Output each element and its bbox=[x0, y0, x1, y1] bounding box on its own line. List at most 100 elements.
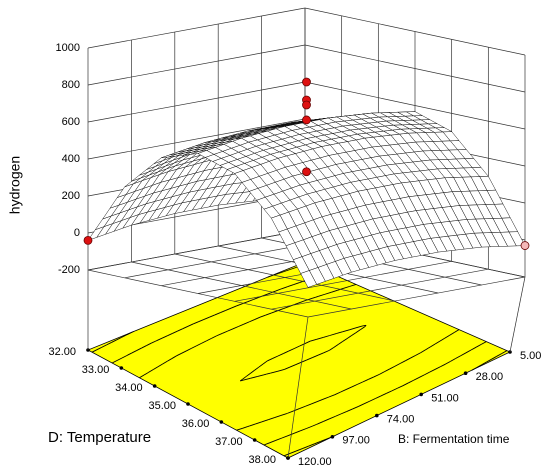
contour-line bbox=[351, 332, 357, 337]
contour-line bbox=[287, 410, 294, 414]
contour-line bbox=[151, 340, 156, 344]
contour-line bbox=[413, 377, 420, 381]
contour-line bbox=[289, 450, 297, 454]
grid-line bbox=[87, 229, 306, 271]
contour-line bbox=[405, 357, 411, 362]
contour-line bbox=[240, 379, 244, 382]
y-tick-mark bbox=[419, 392, 424, 397]
grid-line bbox=[307, 276, 526, 318]
contour-line bbox=[242, 426, 248, 429]
contour-line bbox=[410, 354, 416, 359]
grid-line bbox=[131, 261, 352, 310]
contour-line bbox=[203, 316, 210, 320]
contour-line bbox=[139, 374, 145, 379]
contour-line bbox=[311, 424, 317, 427]
contour-line bbox=[155, 340, 158, 342]
contour-line bbox=[261, 419, 269, 423]
contour-line bbox=[116, 336, 122, 341]
contour-line bbox=[277, 353, 284, 357]
contour-line bbox=[281, 435, 289, 439]
contour-line bbox=[259, 314, 266, 318]
contour-line bbox=[182, 325, 189, 330]
x-axis-title: D: Temperature bbox=[48, 429, 151, 446]
contour-line bbox=[153, 366, 159, 370]
contour-line bbox=[91, 349, 98, 353]
contour-line bbox=[380, 393, 387, 397]
contour-line bbox=[333, 344, 339, 348]
contour-line bbox=[408, 379, 414, 384]
contour-line bbox=[232, 326, 239, 330]
contour-line bbox=[304, 403, 312, 407]
contour-line bbox=[269, 439, 277, 444]
contour-line bbox=[351, 384, 358, 388]
contour-line bbox=[368, 376, 374, 380]
contour-line bbox=[141, 345, 147, 349]
contour-line bbox=[347, 335, 352, 339]
contour-line bbox=[439, 337, 445, 342]
contour-line bbox=[342, 338, 348, 342]
design-point bbox=[302, 77, 311, 87]
contour-line bbox=[201, 340, 207, 344]
contour-line bbox=[481, 361, 487, 366]
contour-line bbox=[255, 421, 263, 425]
contour-line bbox=[221, 330, 228, 334]
z-tick-label: 200 bbox=[62, 190, 80, 202]
contour-line bbox=[283, 306, 290, 310]
contour-line bbox=[136, 347, 142, 351]
contour-line bbox=[362, 379, 369, 383]
contour-line bbox=[389, 365, 396, 370]
contour-line bbox=[402, 382, 409, 387]
contour-line bbox=[176, 352, 182, 357]
contour-line bbox=[337, 331, 343, 334]
contour-line bbox=[143, 372, 148, 376]
contour-line bbox=[475, 344, 482, 348]
contour-line bbox=[322, 396, 330, 400]
z-tick-label: -200 bbox=[58, 264, 80, 276]
contour-line bbox=[293, 345, 300, 350]
contour-line bbox=[369, 398, 376, 402]
contour-line bbox=[264, 292, 271, 296]
contour-line bbox=[186, 347, 192, 352]
contour-line bbox=[415, 352, 422, 356]
contour-line bbox=[420, 349, 426, 354]
contour-line bbox=[384, 368, 390, 373]
contour-line bbox=[146, 342, 152, 346]
x-tick-label: 32.00 bbox=[48, 346, 76, 358]
x-tick-mark bbox=[219, 420, 224, 424]
contour-line bbox=[121, 334, 127, 338]
y-tick-mark bbox=[375, 413, 379, 418]
contour-line bbox=[267, 274, 273, 278]
contour-line bbox=[496, 353, 503, 357]
contour-line bbox=[96, 346, 103, 351]
contour-line bbox=[287, 284, 294, 288]
contour-line bbox=[304, 340, 311, 345]
contour-line bbox=[267, 358, 273, 362]
contour-line bbox=[295, 361, 302, 366]
contour-line bbox=[247, 425, 250, 428]
contour-line bbox=[295, 448, 303, 452]
contour-line bbox=[424, 371, 430, 376]
contour-line bbox=[305, 425, 313, 430]
z-tick-label: 0 bbox=[74, 227, 80, 239]
contour-line bbox=[290, 266, 297, 270]
contour-line bbox=[346, 337, 349, 339]
contour-line bbox=[356, 381, 363, 385]
x-tick-label: 38.00 bbox=[248, 454, 276, 466]
contour-line bbox=[399, 360, 406, 364]
contour-line bbox=[181, 350, 187, 354]
contour-line bbox=[374, 395, 381, 400]
contour-line bbox=[265, 312, 272, 316]
x-tick-label: 35.00 bbox=[148, 400, 176, 412]
grid-line bbox=[271, 268, 489, 310]
contour-line bbox=[283, 350, 289, 354]
contour-line bbox=[434, 340, 441, 345]
contour-line bbox=[283, 453, 291, 457]
contour-line bbox=[171, 355, 177, 359]
contour-line bbox=[312, 354, 319, 358]
contour-line bbox=[334, 391, 341, 396]
y-tick-label: 51.00 bbox=[431, 392, 459, 404]
y-tick-mark bbox=[463, 371, 468, 376]
contour-line bbox=[266, 372, 271, 375]
contour-line bbox=[131, 350, 138, 354]
design-point bbox=[520, 241, 530, 250]
